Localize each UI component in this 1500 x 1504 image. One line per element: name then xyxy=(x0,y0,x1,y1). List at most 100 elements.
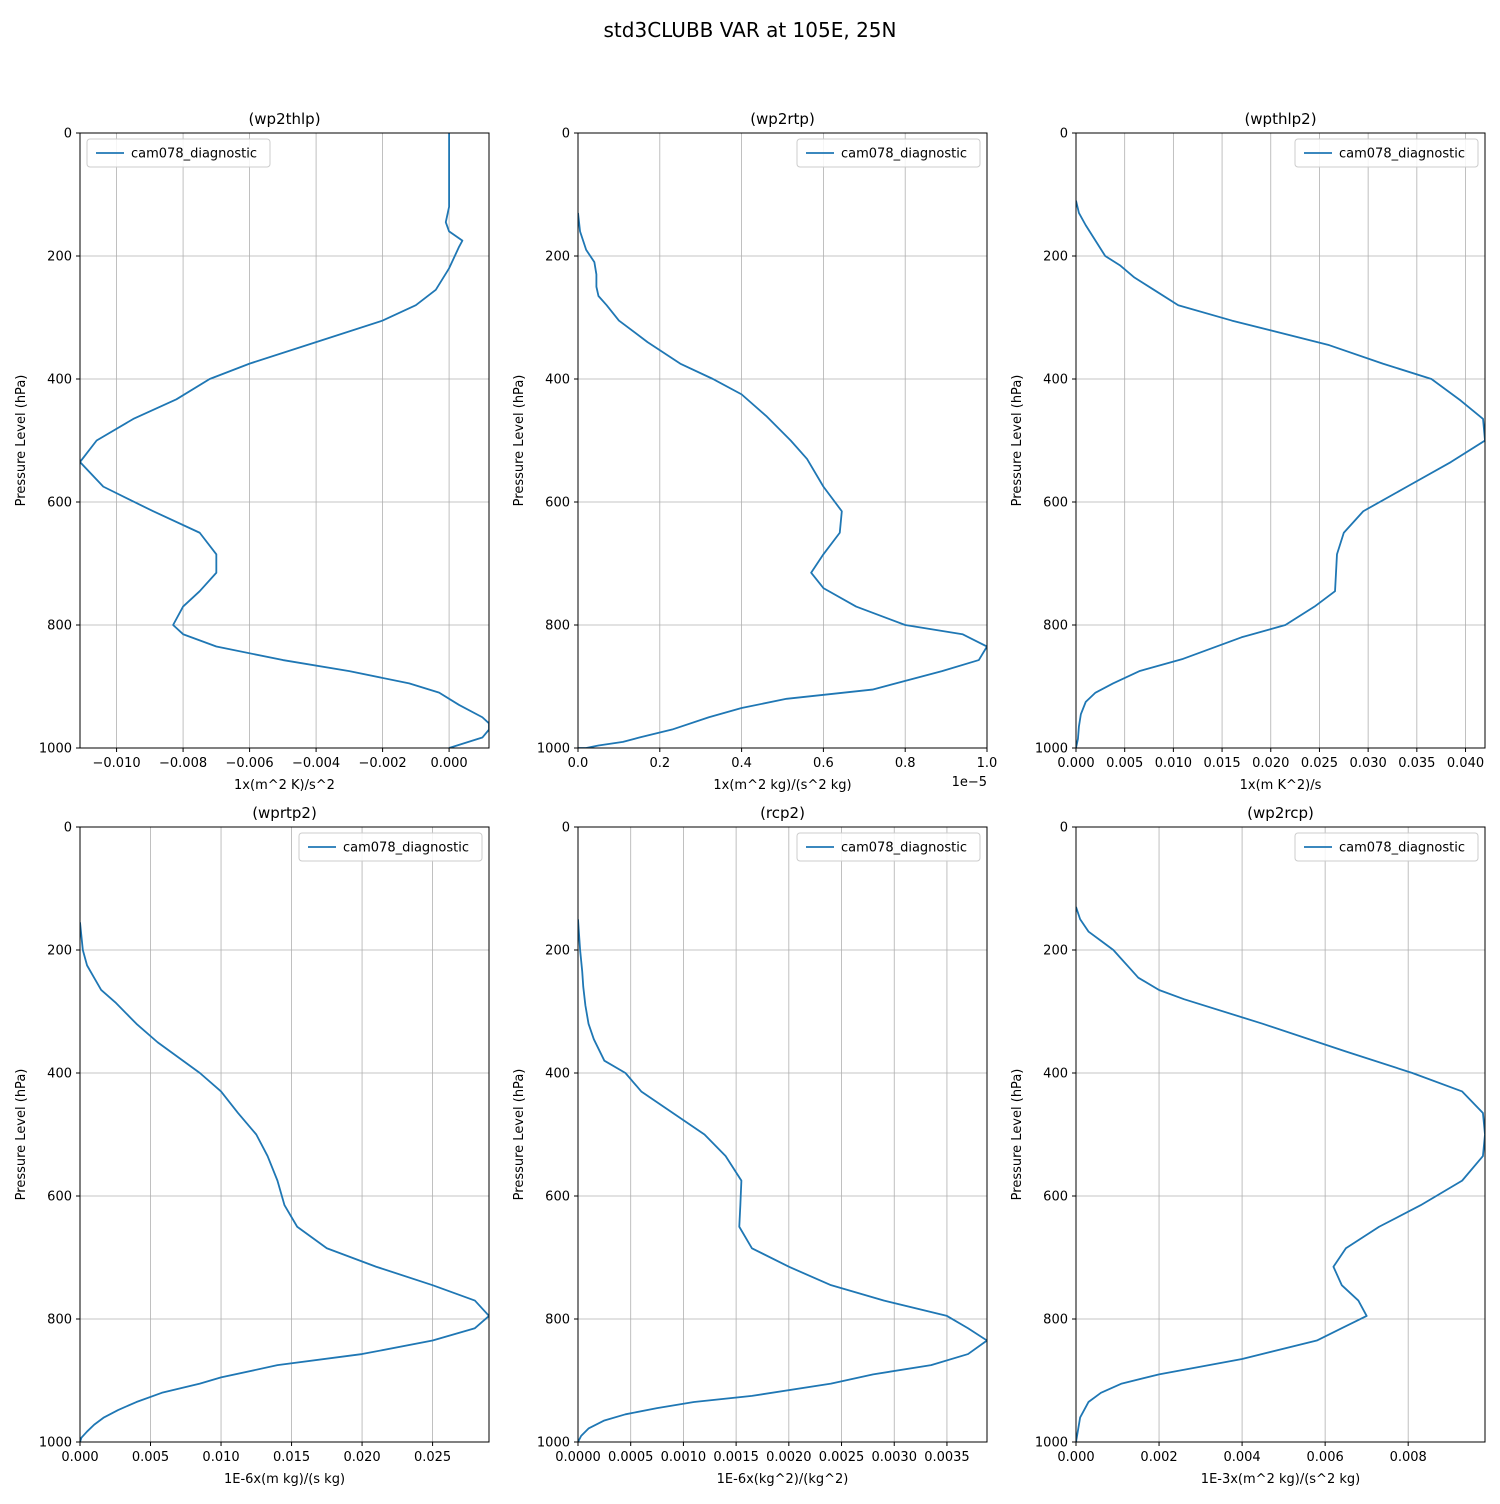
axes-frame xyxy=(577,826,988,1443)
y-tick-label: 800 xyxy=(545,619,570,634)
y-tick-label: 400 xyxy=(1043,373,1068,388)
x-axis-label: 1E-6x(m kg)/(s kg) xyxy=(224,1472,345,1487)
y-tick-label: 1000 xyxy=(39,1436,72,1451)
y-tick-label: 600 xyxy=(47,1190,72,1205)
subplot-5: 0.0000 0.0005 0.0010 0.0015 0.0020 0.0025 0.00… xyxy=(512,804,988,1487)
subplot-title: (rcp2) xyxy=(760,804,805,822)
y-axis-label: Pressure Level (hPa) xyxy=(1010,1069,1025,1201)
legend-box xyxy=(298,832,483,862)
y-tick-label: 1000 xyxy=(537,1436,570,1451)
y-tick-label: 200 xyxy=(545,250,570,265)
y-axis-label: Pressure Level (hPa) xyxy=(512,1069,527,1201)
subplot-4: 0.000 0.005 0.010 0.015 0.020 0.025 0 200 400 600… xyxy=(14,804,490,1487)
x-tick-label: 0.020 xyxy=(1252,756,1289,771)
y-tick-label: 600 xyxy=(1043,1190,1068,1205)
subplot-3: 0.000 0.005 0.010 0.015 0.020 0.025 0.030 0.035… xyxy=(1010,110,1486,793)
x-tick-label: −0.008 xyxy=(159,756,207,771)
y-tick-label: 400 xyxy=(545,1067,570,1082)
x-tick-label: 0.025 xyxy=(414,1450,451,1465)
y-tick-label: 800 xyxy=(545,1313,570,1328)
x-tick-label: 0.0025 xyxy=(819,1450,865,1465)
legend: cam078_diagnostic xyxy=(298,832,483,862)
x-tick-label: −0.010 xyxy=(93,756,141,771)
x-tick-label: 0.035 xyxy=(1398,756,1435,771)
y-tick-label: 200 xyxy=(47,944,72,959)
y-tick-label: 400 xyxy=(545,373,570,388)
x-tick-label: 0.002 xyxy=(1140,1450,1177,1465)
x-tick-label: 0.000 xyxy=(61,1450,98,1465)
x-tick-label: 0.010 xyxy=(202,1450,239,1465)
y-tick-label: 200 xyxy=(545,944,570,959)
y-tick-label: 0 xyxy=(64,821,72,836)
y-tick-label: 1000 xyxy=(1035,742,1068,757)
y-tick-label: 0 xyxy=(64,127,72,142)
x-tick-label: 0.005 xyxy=(132,1450,169,1465)
subplot-title: (wp2thlp) xyxy=(248,110,320,128)
x-tick-label: 0.005 xyxy=(1106,756,1143,771)
subplot-title: (wprtp2) xyxy=(252,804,317,822)
legend-label: cam078_diagnostic xyxy=(841,147,967,162)
legend: cam078_diagnostic xyxy=(796,138,981,168)
x-tick-label: 0.000 xyxy=(1057,756,1094,771)
y-tick-label: 1000 xyxy=(537,742,570,757)
x-tick-label: 0.4 xyxy=(731,756,752,771)
y-tick-label: 800 xyxy=(1043,1313,1068,1328)
y-tick-label: 200 xyxy=(47,250,72,265)
x-tick-label: 0.015 xyxy=(273,1450,310,1465)
x-tick-label: −0.002 xyxy=(359,756,407,771)
series-line xyxy=(1076,906,1485,1442)
x-tick-label: 0.2 xyxy=(649,756,670,771)
legend: cam078_diagnostic xyxy=(1294,832,1479,862)
y-tick-label: 1000 xyxy=(39,742,72,757)
y-tick-label: 200 xyxy=(1043,944,1068,959)
axes-frame xyxy=(577,132,988,749)
y-tick-label: 400 xyxy=(47,373,72,388)
x-tick-label: 0.015 xyxy=(1203,756,1240,771)
axes-frame xyxy=(79,132,490,749)
y-tick-label: 0 xyxy=(1060,821,1068,836)
y-axis-label: Pressure Level (hPa) xyxy=(512,375,527,507)
x-axis-label: 1E-3x(m^2 kg)/(s^2 kg) xyxy=(1201,1472,1360,1487)
legend-box xyxy=(796,832,981,862)
legend-label: cam078_diagnostic xyxy=(131,147,257,162)
x-tick-label: 0.006 xyxy=(1307,1450,1344,1465)
x-tick-label: 1.0 xyxy=(977,756,998,771)
x-tick-label: 0.0020 xyxy=(766,1450,812,1465)
x-tick-label: 0.010 xyxy=(1155,756,1192,771)
y-tick-label: 800 xyxy=(47,619,72,634)
series-line xyxy=(578,212,987,748)
subplot-2: 0.0 0.2 0.4 0.6 0.8 1.0 0 200 400 600 800 1000 1e−5 (… xyxy=(512,110,997,793)
y-axis-label: Pressure Level (hPa) xyxy=(1010,375,1025,507)
legend: cam078_diagnostic xyxy=(1294,138,1479,168)
legend-box xyxy=(796,138,981,168)
x-axis-label: 1E-6x(kg^2)/(kg^2) xyxy=(717,1472,849,1487)
legend-label: cam078_diagnostic xyxy=(1339,841,1465,856)
legend-box xyxy=(1294,138,1479,168)
figure-title: std3CLUBB VAR at 105E, 25N xyxy=(604,18,897,42)
x-axis-label: 1x(m^2 K)/s^2 xyxy=(234,778,335,793)
x-tick-label: −0.004 xyxy=(292,756,340,771)
y-tick-label: 0 xyxy=(1060,127,1068,142)
y-tick-label: 1000 xyxy=(1035,1436,1068,1451)
y-tick-label: 0 xyxy=(562,821,570,836)
axes-frame xyxy=(1075,826,1486,1443)
y-axis-label: Pressure Level (hPa) xyxy=(14,375,29,507)
legend: cam078_diagnostic xyxy=(796,832,981,862)
subplot-title: (wp2rcp) xyxy=(1247,804,1314,822)
x-tick-label: 0.040 xyxy=(1447,756,1484,771)
x-tick-label: 0.030 xyxy=(1350,756,1387,771)
subplot-title: (wp2rtp) xyxy=(750,110,815,128)
subplot-title: (wpthlp2) xyxy=(1244,110,1316,128)
y-tick-label: 600 xyxy=(545,1190,570,1205)
x-tick-label: 0.004 xyxy=(1223,1450,1260,1465)
x-tick-label: 0.0035 xyxy=(924,1450,970,1465)
y-tick-label: 0 xyxy=(562,127,570,142)
x-axis-label: 1x(m K^2)/s xyxy=(1240,778,1322,793)
x-tick-label: −0.006 xyxy=(226,756,274,771)
x-tick-label: 0.0 xyxy=(568,756,589,771)
legend: cam078_diagnostic xyxy=(86,138,271,168)
x-tick-label: 0.000 xyxy=(1057,1450,1094,1465)
y-tick-label: 600 xyxy=(47,496,72,511)
x-offset-text: 1e−5 xyxy=(952,775,987,790)
y-tick-label: 800 xyxy=(47,1313,72,1328)
